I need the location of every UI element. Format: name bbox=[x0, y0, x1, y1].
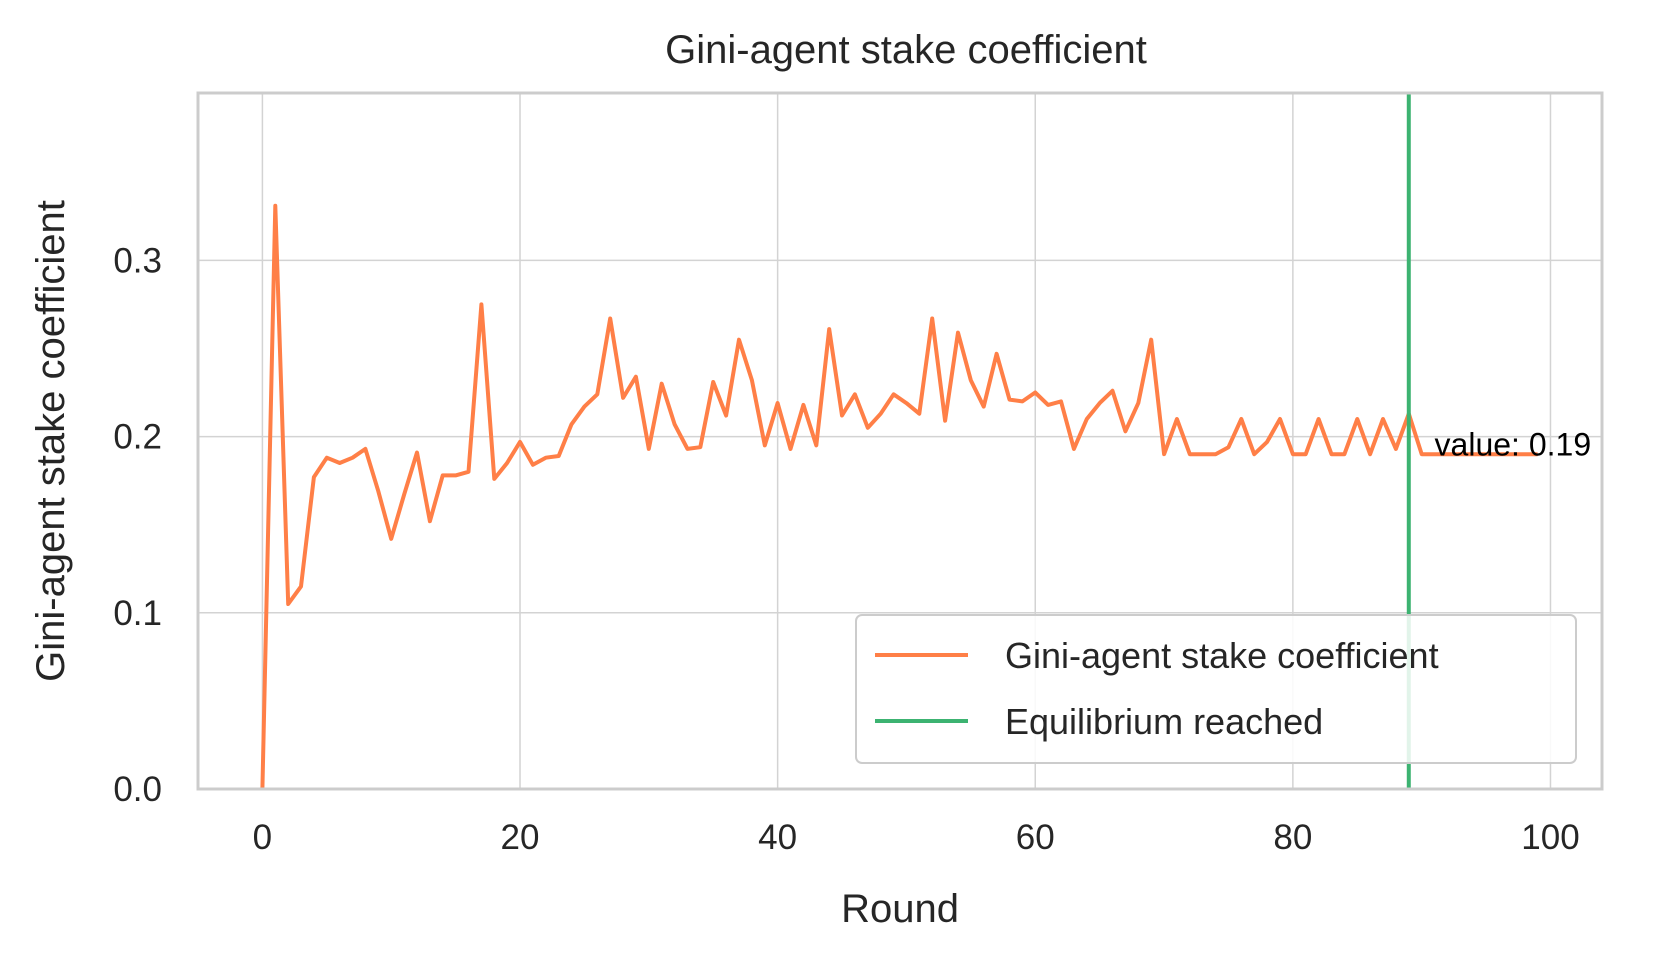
legend: Gini-agent stake coefficient Equilibrium… bbox=[855, 614, 1577, 764]
x-tick-label: 0 bbox=[253, 818, 272, 857]
grid bbox=[198, 93, 1602, 789]
y-tick-label: 0.3 bbox=[113, 241, 162, 280]
x-axis-label: Round bbox=[841, 887, 959, 931]
x-tick-label: 60 bbox=[1016, 818, 1055, 857]
x-axis-ticks: 0 20 40 60 80 100 bbox=[253, 818, 1580, 857]
chart-title: Gini-agent stake coefficient bbox=[665, 28, 1147, 72]
y-axis-label: Gini-agent stake coefficient bbox=[29, 200, 73, 682]
x-tick-label: 40 bbox=[758, 818, 797, 857]
plot-frame bbox=[196, 91, 1604, 791]
x-tick-label: 20 bbox=[501, 818, 540, 857]
y-tick-label: 0.0 bbox=[113, 770, 162, 809]
x-tick-label: 100 bbox=[1521, 818, 1579, 857]
x-tick-label: 80 bbox=[1273, 818, 1312, 857]
y-tick-label: 0.2 bbox=[113, 418, 162, 457]
series-line bbox=[260, 203, 1538, 790]
y-tick-label: 0.1 bbox=[113, 594, 162, 633]
legend-box bbox=[855, 614, 1577, 764]
value-annotation: value: 0.19 bbox=[1435, 426, 1592, 462]
legend-label-coefficient: Gini-agent stake coefficient bbox=[1005, 635, 1439, 676]
legend-label-equilibrium: Equilibrium reached bbox=[1005, 701, 1323, 742]
y-axis-ticks: 0.0 0.1 0.2 0.3 bbox=[113, 241, 162, 809]
